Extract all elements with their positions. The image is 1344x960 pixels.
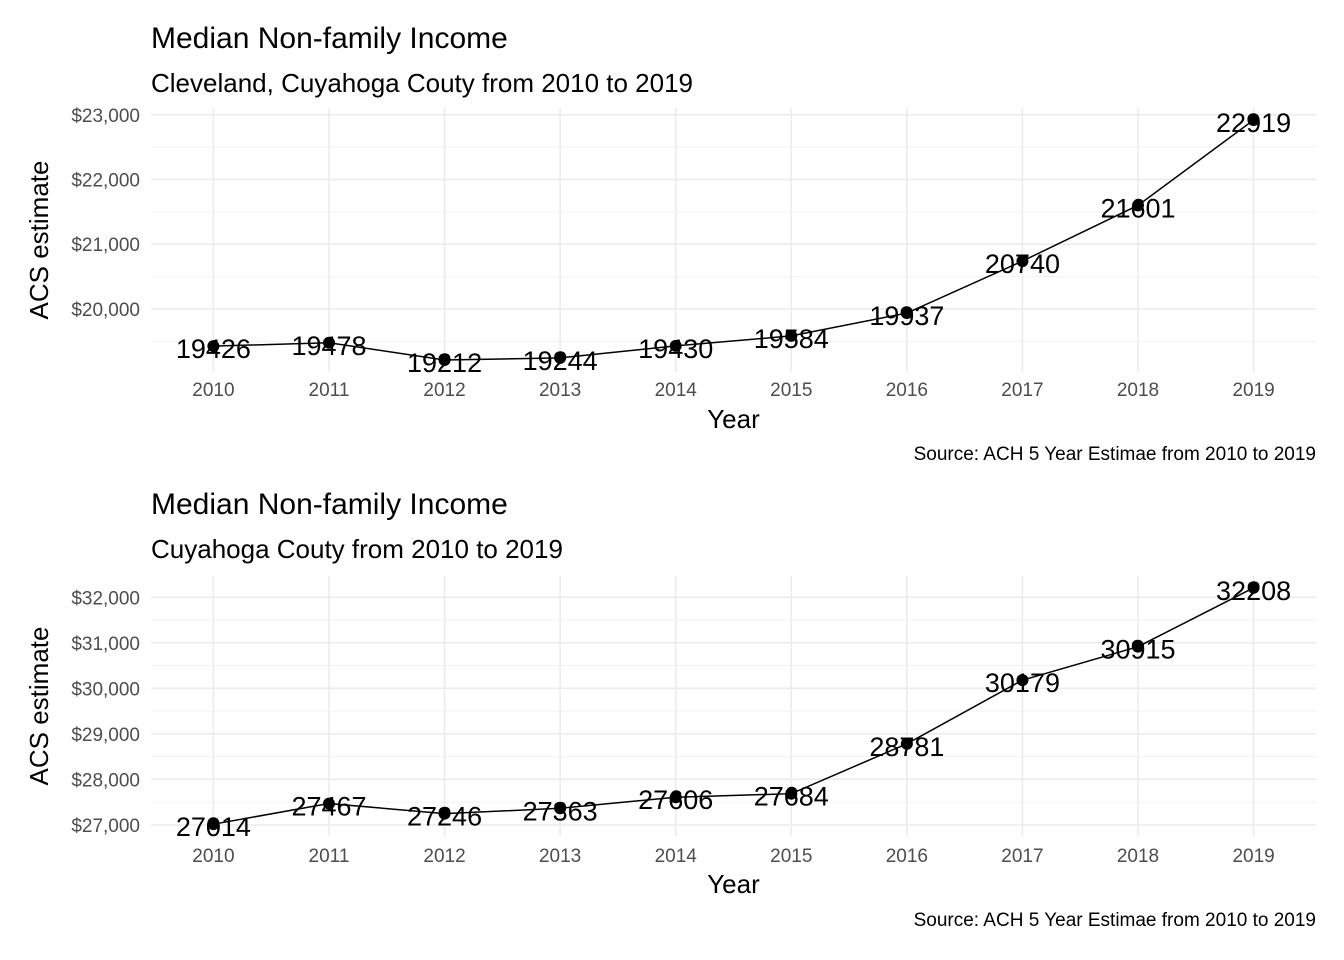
series-line — [213, 587, 1254, 825]
chart-caption: Source: ACH 5 Year Estimae from 2010 to … — [913, 444, 1316, 465]
data-point — [554, 351, 567, 364]
y-axis-title: ACS estimate — [24, 161, 54, 320]
x-tick-label: 2012 — [423, 380, 465, 401]
data-point — [554, 802, 567, 815]
data-point — [322, 336, 335, 349]
data-point — [669, 339, 682, 352]
line-chart-cleveland: $20,000 $21,000 $22,000 $23,000 2010 2011 2012… — [24, 106, 1316, 434]
chart-caption: Source: ACH 5 Year Estimae from 2010 to … — [913, 910, 1316, 931]
data-label: 30179 — [985, 668, 1060, 698]
chart-title: Median Non-family Income — [151, 22, 508, 55]
data-label: 20740 — [985, 249, 1060, 279]
data-label: 27014 — [176, 812, 251, 842]
x-tick-label: 2017 — [1001, 380, 1043, 401]
chart-subtitle: Cuyahoga Couty from 2010 to 2019 — [151, 534, 563, 564]
x-tick-label: 2015 — [770, 380, 812, 401]
data-label: 19937 — [869, 301, 944, 331]
data-point — [669, 791, 682, 804]
x-tick-label: 2011 — [309, 380, 350, 401]
data-point — [438, 807, 451, 820]
grid — [151, 576, 1316, 836]
y-tick-label: $32,000 — [71, 588, 140, 609]
x-tick-label: 2019 — [1232, 846, 1274, 867]
y-tick-label: $23,000 — [71, 106, 140, 127]
y-tick-label: $30,000 — [71, 679, 140, 700]
chart-title: Median Non-family Income — [151, 488, 508, 521]
data-label: 19584 — [754, 324, 829, 354]
x-tick-label: 2019 — [1232, 380, 1274, 401]
data-label: 32208 — [1216, 576, 1291, 606]
data-label: 19212 — [407, 348, 482, 378]
x-tick-label: 2014 — [655, 846, 698, 867]
data-label: 27684 — [754, 782, 829, 812]
chart-subtitle: Cleveland, Cuyahoga Couty from 2010 to 2… — [151, 68, 694, 98]
data-label: 21601 — [1100, 193, 1175, 223]
data-label: 27606 — [638, 785, 713, 815]
data-point — [1247, 581, 1260, 594]
y-tick-label: $20,000 — [71, 300, 140, 321]
data-label: 27246 — [407, 802, 482, 832]
data-label: 27467 — [291, 792, 366, 822]
x-tick-label: 2010 — [192, 846, 234, 867]
y-tick-label: $27,000 — [71, 816, 140, 837]
x-tick-label: 2013 — [539, 380, 581, 401]
data-point — [1132, 640, 1145, 653]
data-label: 30915 — [1100, 635, 1175, 665]
data-point — [322, 797, 335, 810]
data-point — [207, 818, 220, 831]
data-label: 28781 — [869, 732, 944, 762]
x-tick-label: 2015 — [770, 846, 812, 867]
x-tick-label: 2011 — [309, 846, 350, 867]
data-label: 19430 — [638, 334, 713, 364]
data-label: 22919 — [1216, 108, 1291, 138]
data-point — [785, 787, 798, 800]
x-axis-title: Year — [707, 404, 760, 434]
data-label: 19478 — [291, 331, 366, 361]
data-point — [1132, 199, 1145, 212]
y-axis-title: ACS estimate — [24, 627, 54, 786]
x-tick-label: 2014 — [655, 380, 698, 401]
x-tick-label: 2012 — [423, 846, 465, 867]
data-point — [1016, 674, 1029, 687]
y-tick-label: $29,000 — [71, 725, 140, 746]
x-tick-label: 2016 — [886, 846, 928, 867]
y-tick-label: $21,000 — [71, 235, 140, 256]
data-point — [900, 307, 913, 320]
x-axis-title: Year — [707, 869, 760, 899]
data-point — [1247, 114, 1260, 126]
data-point — [1016, 255, 1029, 268]
x-tick-label: 2018 — [1117, 380, 1159, 401]
chart-panel-cuyahoga: Median Non-family Income Cuyahoga Couty … — [0, 466, 1344, 932]
y-tick-label: $31,000 — [71, 634, 140, 655]
x-tick-label: 2018 — [1117, 846, 1159, 867]
line-chart-cuyahoga: $27,000 $28,000 $29,000 $30,000 $31,000 $32,0… — [24, 576, 1316, 899]
chart-panel-cleveland: Median Non-family Income Cleveland, Cuya… — [0, 0, 1344, 466]
x-tick-label: 2010 — [192, 380, 234, 401]
x-tick-label: 2017 — [1001, 846, 1043, 867]
data-point — [207, 340, 220, 353]
x-tick-label: 2016 — [886, 380, 928, 401]
data-point — [438, 354, 451, 366]
grid — [151, 108, 1316, 372]
data-label: 19426 — [176, 334, 251, 364]
x-tick-label: 2013 — [539, 846, 581, 867]
data-point — [785, 329, 798, 342]
data-point — [900, 737, 913, 750]
data-label: 19244 — [523, 346, 598, 376]
data-label: 27363 — [523, 796, 598, 826]
y-tick-label: $28,000 — [71, 770, 140, 791]
y-tick-label: $22,000 — [71, 170, 140, 191]
series-line — [213, 119, 1255, 361]
